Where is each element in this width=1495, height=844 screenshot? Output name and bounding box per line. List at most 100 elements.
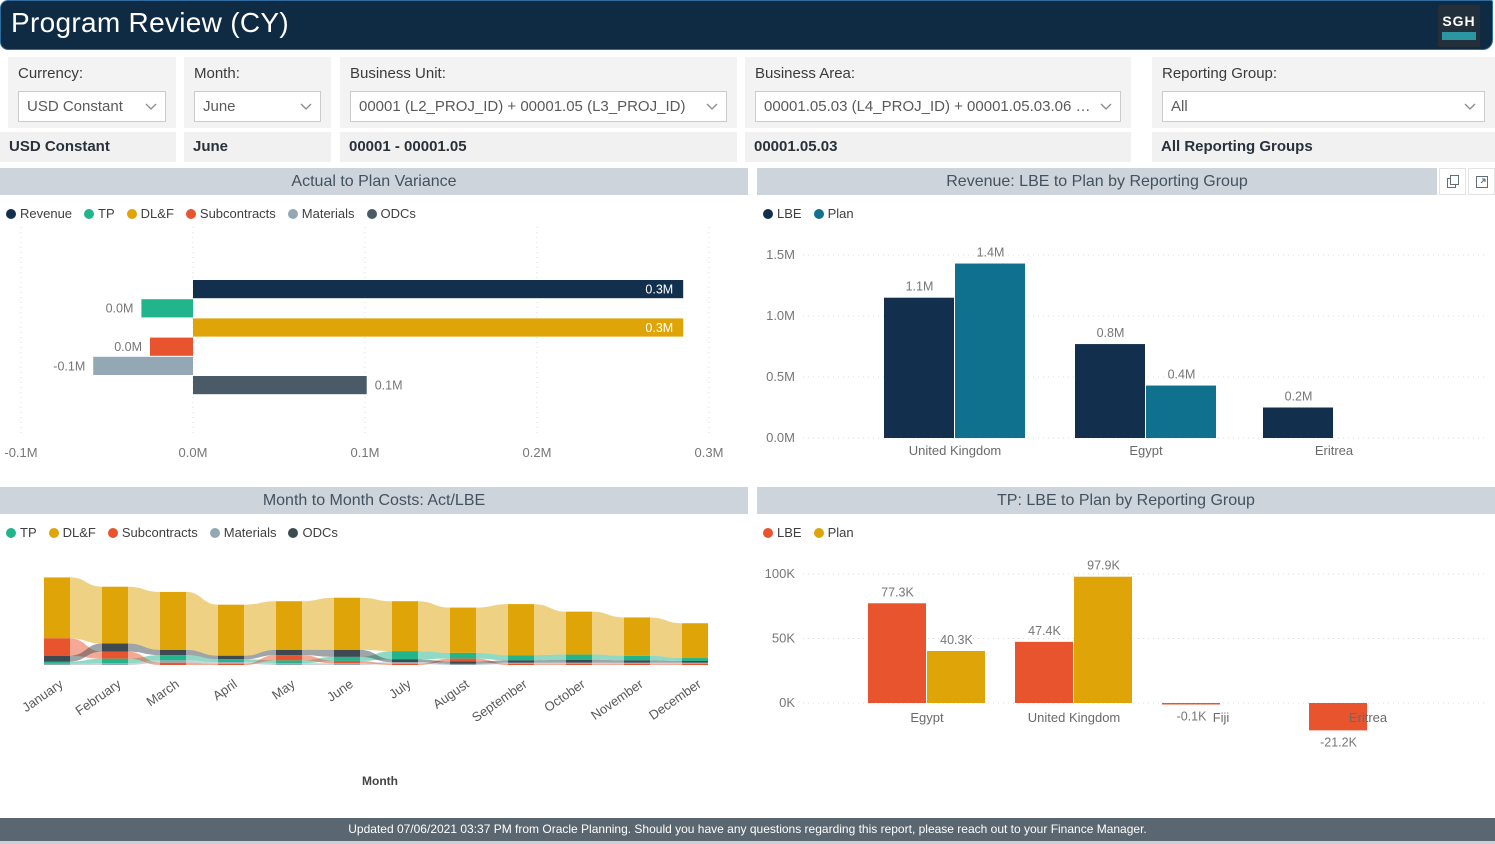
panel-revenue-lbe-to-plan: Revenue: LBE to Plan by Reporting Group … xyxy=(757,168,1495,479)
legend-item-dl-f[interactable]: DL&F xyxy=(48,525,96,540)
svg-text:September: September xyxy=(469,676,530,725)
focus-mode-icon[interactable] xyxy=(1468,168,1495,195)
svg-text:0.4M: 0.4M xyxy=(1168,368,1196,382)
svg-text:October: October xyxy=(541,676,588,715)
panel-title-bar: Actual to Plan Variance xyxy=(0,168,748,195)
ribbon-columns[interactable] xyxy=(44,577,708,665)
svg-text:May: May xyxy=(269,676,298,703)
legend-dot xyxy=(763,528,773,538)
svg-text:March: March xyxy=(144,676,182,709)
selected-business-area: 00001.05.03 xyxy=(745,132,1131,162)
variance-chart[interactable]: -0.1M 0.0M 0.1M 0.2M 0.3M 0.3M 0.0M 0.3M 0.0M -0.… xyxy=(0,221,748,472)
columns[interactable] xyxy=(884,263,1333,438)
legend-dot xyxy=(763,209,773,219)
svg-text:0.1M: 0.1M xyxy=(375,379,403,393)
columns[interactable] xyxy=(868,576,1367,731)
panel-title-bar: Revenue: LBE to Plan by Reporting Group xyxy=(757,168,1437,195)
reporting-group-value: All xyxy=(1171,98,1188,115)
legend-item-lbe[interactable]: LBE xyxy=(763,206,802,221)
logo-band xyxy=(1442,31,1476,40)
legend-item-materials[interactable]: Materials xyxy=(287,206,355,221)
variance-bars[interactable] xyxy=(93,280,684,395)
legend-item-materials[interactable]: Materials xyxy=(209,525,276,540)
filter-reporting-group: Reporting Group: All xyxy=(1152,57,1495,128)
svg-text:50K: 50K xyxy=(772,631,795,646)
business-area-label: Business Area: xyxy=(755,65,856,82)
copy-icon[interactable] xyxy=(1439,168,1466,195)
legend-dot xyxy=(209,528,220,538)
legend-dot xyxy=(288,528,299,538)
svg-text:Eritrea: Eritrea xyxy=(1349,710,1388,725)
report-header: Program Review (CY) SGH xyxy=(0,0,1493,50)
chevron-down-icon xyxy=(145,103,157,110)
legend-item-revenue[interactable]: Revenue xyxy=(6,206,72,221)
panel-title-bar: TP: LBE to Plan by Reporting Group xyxy=(757,487,1495,514)
svg-text:0.5M: 0.5M xyxy=(766,369,795,384)
status-bar: Updated 07/06/2021 03:37 PM from Oracle … xyxy=(0,818,1495,841)
svg-text:0K: 0K xyxy=(779,695,795,710)
svg-text:0.3M: 0.3M xyxy=(645,283,673,297)
legend-item-plan[interactable]: Plan xyxy=(813,206,854,221)
legend-dot xyxy=(287,209,298,219)
svg-text:0.1M: 0.1M xyxy=(351,445,380,460)
svg-text:0.3M: 0.3M xyxy=(645,321,673,335)
legend-item-lbe[interactable]: LBE xyxy=(763,525,802,540)
svg-text:1.5M: 1.5M xyxy=(766,247,795,262)
selected-business-unit: 00001 - 00001.05 xyxy=(340,132,737,162)
legend-dot xyxy=(48,528,59,538)
legend-dot xyxy=(813,528,824,538)
svg-text:January: January xyxy=(19,676,66,715)
filter-business-area: Business Area: 00001.05.03 (L4_PROJ_ID) … xyxy=(745,57,1131,128)
svg-text:April: April xyxy=(210,676,240,703)
panel-tp-lbe-to-plan: TP: LBE to Plan by Reporting Group LBE Pl… xyxy=(757,487,1495,802)
tp-chart-title: TP: LBE to Plan by Reporting Group xyxy=(997,492,1255,509)
month-dropdown[interactable]: June xyxy=(194,91,321,122)
business-area-dropdown[interactable]: 00001.05.03 (L4_PROJ_ID) + 00001.05.03.0… xyxy=(755,91,1121,122)
panel-month-to-month-costs: Month to Month Costs: Act/LBE TP DL&F Subc… xyxy=(0,487,748,802)
svg-text:Month: Month xyxy=(362,774,398,788)
legend-dot xyxy=(126,209,137,219)
svg-text:November: November xyxy=(588,676,646,723)
revenue-legend: LBE Plan xyxy=(757,195,1495,221)
svg-text:United Kingdom: United Kingdom xyxy=(909,443,1002,458)
reporting-group-label: Reporting Group: xyxy=(1162,65,1278,82)
legend-item-plan[interactable]: Plan xyxy=(813,525,854,540)
svg-text:Eritrea: Eritrea xyxy=(1315,443,1354,458)
legend-dot xyxy=(6,528,16,538)
costs-chart-title: Month to Month Costs: Act/LBE xyxy=(262,492,486,509)
svg-text:0.2M: 0.2M xyxy=(523,445,552,460)
legend-item-subcontracts[interactable]: Subcontracts xyxy=(185,206,276,221)
svg-text:1.4M: 1.4M xyxy=(977,246,1005,260)
company-logo: SGH xyxy=(1438,5,1480,47)
currency-value: USD Constant xyxy=(27,98,123,115)
legend-item-odcs[interactable]: ODCs xyxy=(366,206,416,221)
costs-ribbon-chart[interactable]: January February March April May June July Augu… xyxy=(0,540,748,792)
svg-text:0.2M: 0.2M xyxy=(1285,390,1313,404)
chevron-down-icon xyxy=(300,103,312,110)
legend-dot xyxy=(107,528,118,538)
svg-text:-0.1M: -0.1M xyxy=(53,359,85,373)
revenue-chart[interactable]: 0.0M 0.5M 1.0M 1.5M United Kingdom 1.1M 1.4M Eg… xyxy=(757,221,1495,472)
svg-text:August: August xyxy=(430,676,472,712)
chevron-down-icon xyxy=(1464,103,1476,110)
svg-text:47.4K: 47.4K xyxy=(1028,624,1061,638)
tp-chart[interactable]: 0K 50K 100K Egypt 77.3K 40.3K United Kingdom 47… xyxy=(757,540,1495,792)
ribbons xyxy=(70,577,682,665)
legend-item-tp[interactable]: TP xyxy=(6,525,37,540)
legend-dot xyxy=(6,209,16,219)
legend-item-dl-f[interactable]: DL&F xyxy=(126,206,174,221)
business-unit-dropdown[interactable]: 00001 (L2_PROJ_ID) + 00001.05 (L3_PROJ_I… xyxy=(350,91,727,122)
svg-text:-0.1M: -0.1M xyxy=(4,445,37,460)
svg-text:40.3K: 40.3K xyxy=(940,633,973,647)
legend-item-odcs[interactable]: ODCs xyxy=(288,525,338,540)
svg-text:Fiji: Fiji xyxy=(1213,710,1230,725)
legend-item-tp[interactable]: TP xyxy=(84,206,115,221)
reporting-group-dropdown[interactable]: All xyxy=(1162,91,1485,122)
costs-legend: TP DL&F Subcontracts Materials ODCs xyxy=(0,514,748,540)
legend-dot xyxy=(84,209,95,219)
svg-text:Egypt: Egypt xyxy=(910,710,944,725)
legend-item-subcontracts[interactable]: Subcontracts xyxy=(107,525,198,540)
currency-dropdown[interactable]: USD Constant xyxy=(18,91,166,122)
gridlines xyxy=(803,254,1487,439)
footer-strip xyxy=(0,841,1495,844)
